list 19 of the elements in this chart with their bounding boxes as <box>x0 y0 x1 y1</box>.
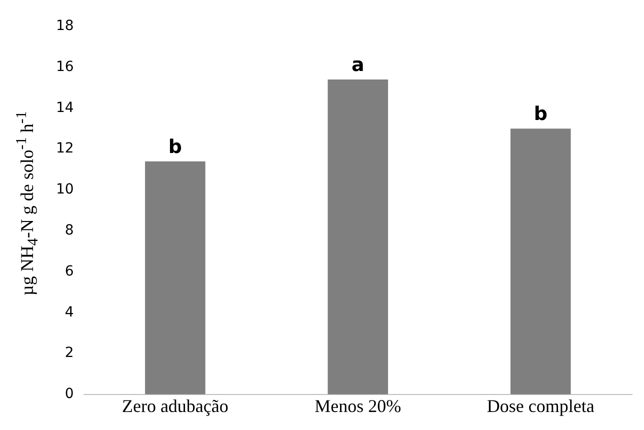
y-tick-label: 14 <box>56 100 74 116</box>
y-tick-label: 8 <box>64 222 74 238</box>
y-tick-label: 10 <box>56 182 74 198</box>
bar <box>145 161 206 394</box>
y-tick-label: 16 <box>56 58 74 75</box>
x-tick-label: Zero adubação <box>122 396 228 416</box>
annotation: b <box>534 103 548 126</box>
x-tick-label: Dose completa <box>486 396 594 416</box>
y-tick-label: 2 <box>64 345 74 362</box>
x-tick-label: Menos 20% <box>314 396 402 416</box>
annotation: b <box>168 136 182 158</box>
y-tick-label: 6 <box>64 263 74 280</box>
y-tick-label: 4 <box>64 304 74 320</box>
y-tick-label: 0 <box>64 386 74 402</box>
annotation: a <box>351 54 364 76</box>
bar <box>328 80 388 394</box>
y-tick-label: 18 <box>56 18 74 34</box>
bar <box>510 128 571 394</box>
y-tick-label: 12 <box>56 140 74 157</box>
